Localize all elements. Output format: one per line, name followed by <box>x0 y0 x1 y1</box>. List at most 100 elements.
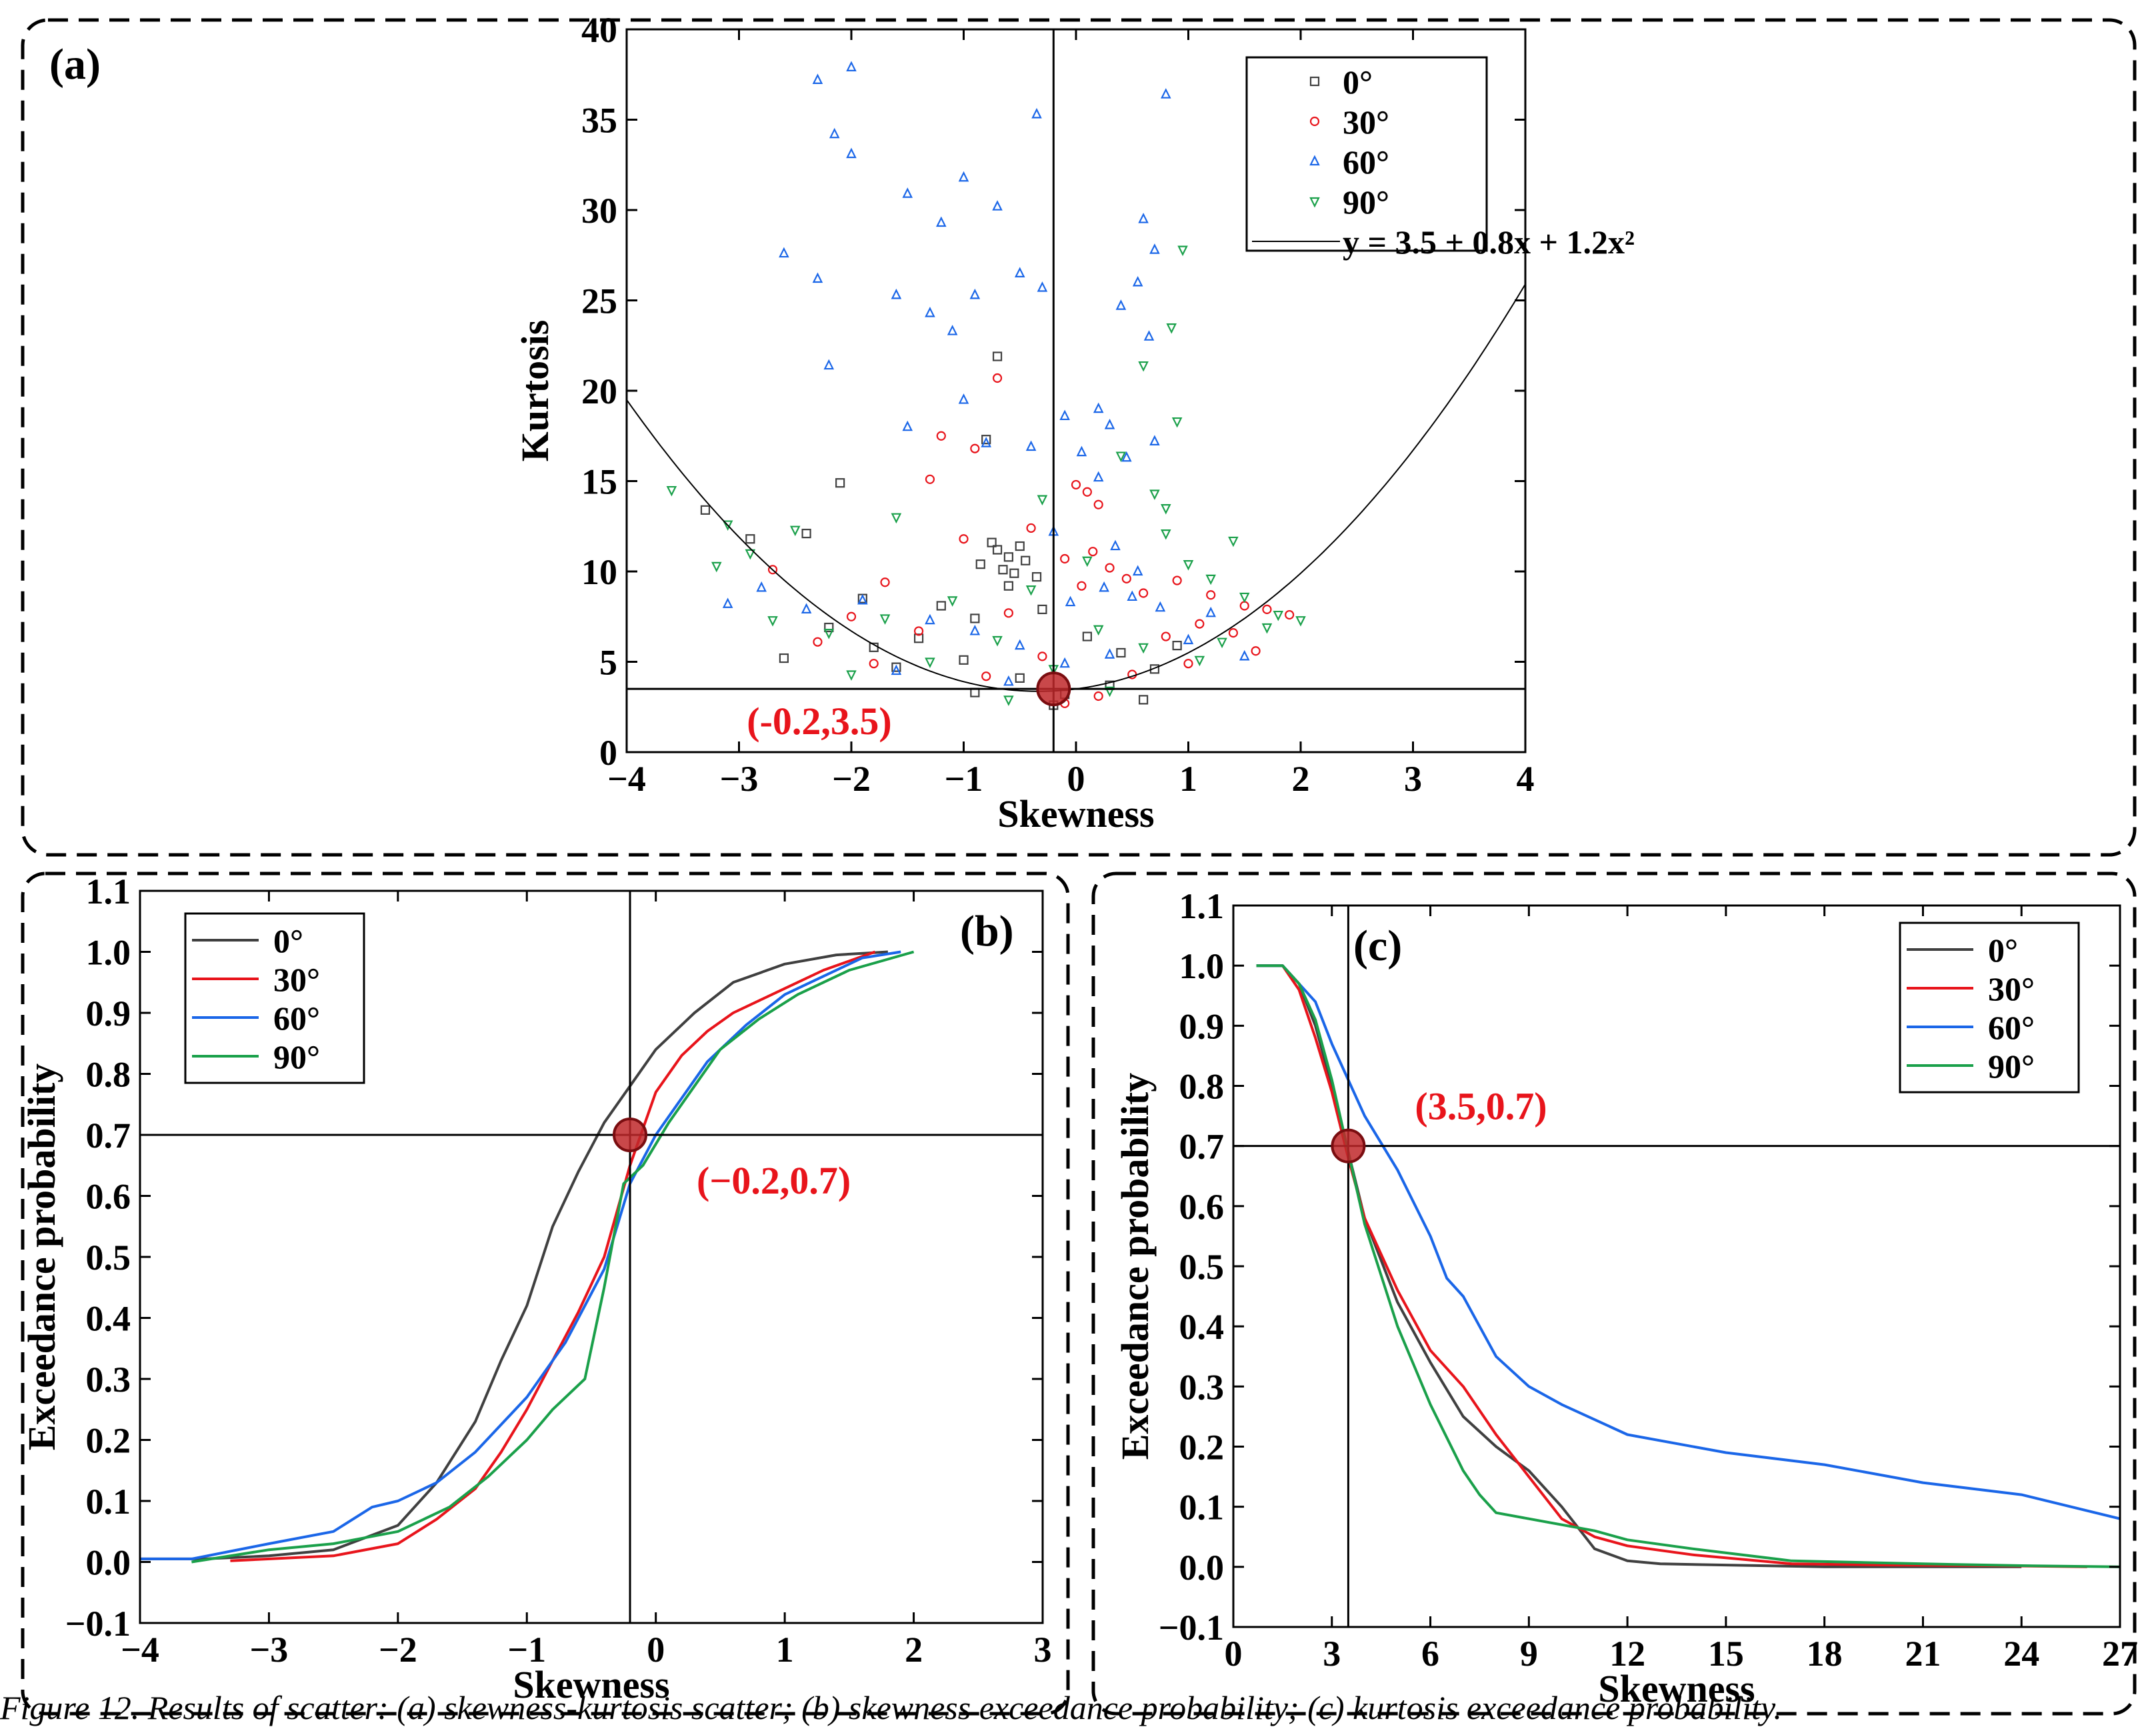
scatter-point <box>779 247 789 258</box>
scatter-point <box>1014 267 1025 277</box>
scatter-point <box>1309 197 1320 208</box>
scatter-point <box>1104 686 1115 697</box>
scatter-point <box>666 485 677 497</box>
scatter-point <box>1149 489 1160 500</box>
y-tick-label: 15 <box>581 462 617 502</box>
y-tick-label: 0.2 <box>1179 1428 1225 1468</box>
x-tick-label: 1 <box>1179 759 1197 799</box>
scatter-point <box>1183 560 1194 571</box>
scatter-point <box>1261 623 1273 634</box>
y-axis-label: Kurtosis <box>513 320 557 462</box>
scatter-point <box>1037 604 1047 615</box>
scatter-point <box>756 581 767 592</box>
scatter-point <box>767 616 778 627</box>
x-axis-label: Skewness <box>513 1663 669 1706</box>
legend-entry: 30° <box>1988 970 2035 1008</box>
scatter-point <box>1183 633 1194 645</box>
scatter-point <box>891 664 902 675</box>
scatter-point <box>1060 553 1070 564</box>
scatter-point <box>959 534 969 544</box>
x-tick-label: −4 <box>607 759 646 799</box>
y-tick-label: 20 <box>581 371 617 411</box>
scatter-point <box>846 147 857 159</box>
scatter-point <box>1009 568 1019 578</box>
panel-b-frame <box>21 872 1070 1716</box>
scatter-point <box>1155 601 1166 612</box>
scatter-point <box>1217 637 1227 649</box>
scatter-point <box>936 216 947 227</box>
line-series-60° <box>140 950 901 1560</box>
panel-b: −4 −3 −2 −1 0 1 2 3 −0.1 0.0 0.1 0.2 0.3 0.4 0.5 0.6 0.7… <box>20 872 1052 1706</box>
scatter-point <box>1309 155 1320 166</box>
scatter-point <box>981 437 991 447</box>
series-60° <box>722 61 1250 686</box>
scatter-point <box>801 528 811 539</box>
scatter-point <box>722 597 733 608</box>
y-tick-label: 0.0 <box>86 1543 131 1583</box>
scatter-point <box>1014 639 1025 650</box>
y-tick-label: 0.4 <box>86 1299 131 1339</box>
y-tick-label: 0.1 <box>86 1482 131 1522</box>
panel-c-marks <box>1256 964 2120 1568</box>
scatter-point <box>958 171 969 182</box>
scatter-point <box>1071 479 1081 490</box>
y-tick-label: 0.6 <box>86 1177 131 1217</box>
scatter-point <box>959 655 969 665</box>
scatter-point <box>1059 409 1070 421</box>
scatter-point <box>869 659 879 669</box>
scatter-point <box>824 622 834 633</box>
scatter-point <box>936 431 946 441</box>
x-tick-label: 21 <box>1905 1634 1941 1674</box>
scatter-point <box>1065 595 1076 607</box>
scatter-point <box>846 61 857 72</box>
x-tick-label: 15 <box>1708 1634 1744 1674</box>
scatter-point <box>1121 451 1132 462</box>
scatter-point <box>975 559 985 569</box>
y-tick-label: 0.5 <box>86 1238 131 1278</box>
legend-entry: 60° <box>273 1000 320 1037</box>
scatter-point <box>1093 499 1103 509</box>
x-tick-label: 3 <box>1034 1630 1052 1670</box>
scatter-point <box>879 614 891 625</box>
scatter-point <box>1195 619 1205 629</box>
scatter-point <box>1031 107 1042 119</box>
y-tick-label: 0.9 <box>1179 1006 1225 1046</box>
y-tick-label: 0.7 <box>86 1116 131 1156</box>
scatter-point <box>813 637 823 647</box>
y-tick-label: 0.0 <box>1179 1548 1225 1588</box>
scatter-point <box>1104 419 1115 429</box>
scatter-point <box>1161 529 1171 540</box>
scatter-point <box>722 520 733 531</box>
scatter-point <box>936 601 946 611</box>
scatter-point <box>1138 361 1149 372</box>
scatter-point <box>1228 536 1239 547</box>
scatter-point <box>1309 76 1320 87</box>
scatter-point <box>1093 402 1104 413</box>
scatter-point <box>947 325 958 335</box>
scatter-point <box>925 474 935 484</box>
scatter-point <box>1059 657 1070 668</box>
scatter-point <box>925 613 935 625</box>
scatter-point <box>1285 609 1295 620</box>
y-tick-label: 1.0 <box>1179 946 1225 986</box>
scatter-point <box>1003 552 1014 562</box>
y-tick-label: 0.3 <box>1179 1367 1225 1407</box>
scatter-point <box>1166 323 1177 334</box>
scatter-point <box>1172 641 1182 651</box>
legend-box <box>1245 56 1488 252</box>
scatter-point <box>1077 581 1087 591</box>
scatter-point <box>857 593 868 605</box>
scatter-point <box>745 534 755 544</box>
scatter-point <box>789 525 801 537</box>
scatter-point <box>913 633 924 643</box>
scatter-point <box>891 662 901 672</box>
scatter-point <box>1194 655 1205 667</box>
scatter-point <box>902 420 913 431</box>
figure-caption: Figure 12. Results of scatter: (a) skewn… <box>0 1689 1782 1726</box>
legend-b: 0°30°60°90° <box>184 912 365 1084</box>
x-tick-label: −1 <box>945 759 983 799</box>
scatter-point <box>1093 471 1104 482</box>
x-axis-label: Skewness <box>1598 1667 1755 1710</box>
scatter-point <box>1116 647 1126 658</box>
reference-annotation: (3.5,0.7) <box>1415 1085 1547 1128</box>
